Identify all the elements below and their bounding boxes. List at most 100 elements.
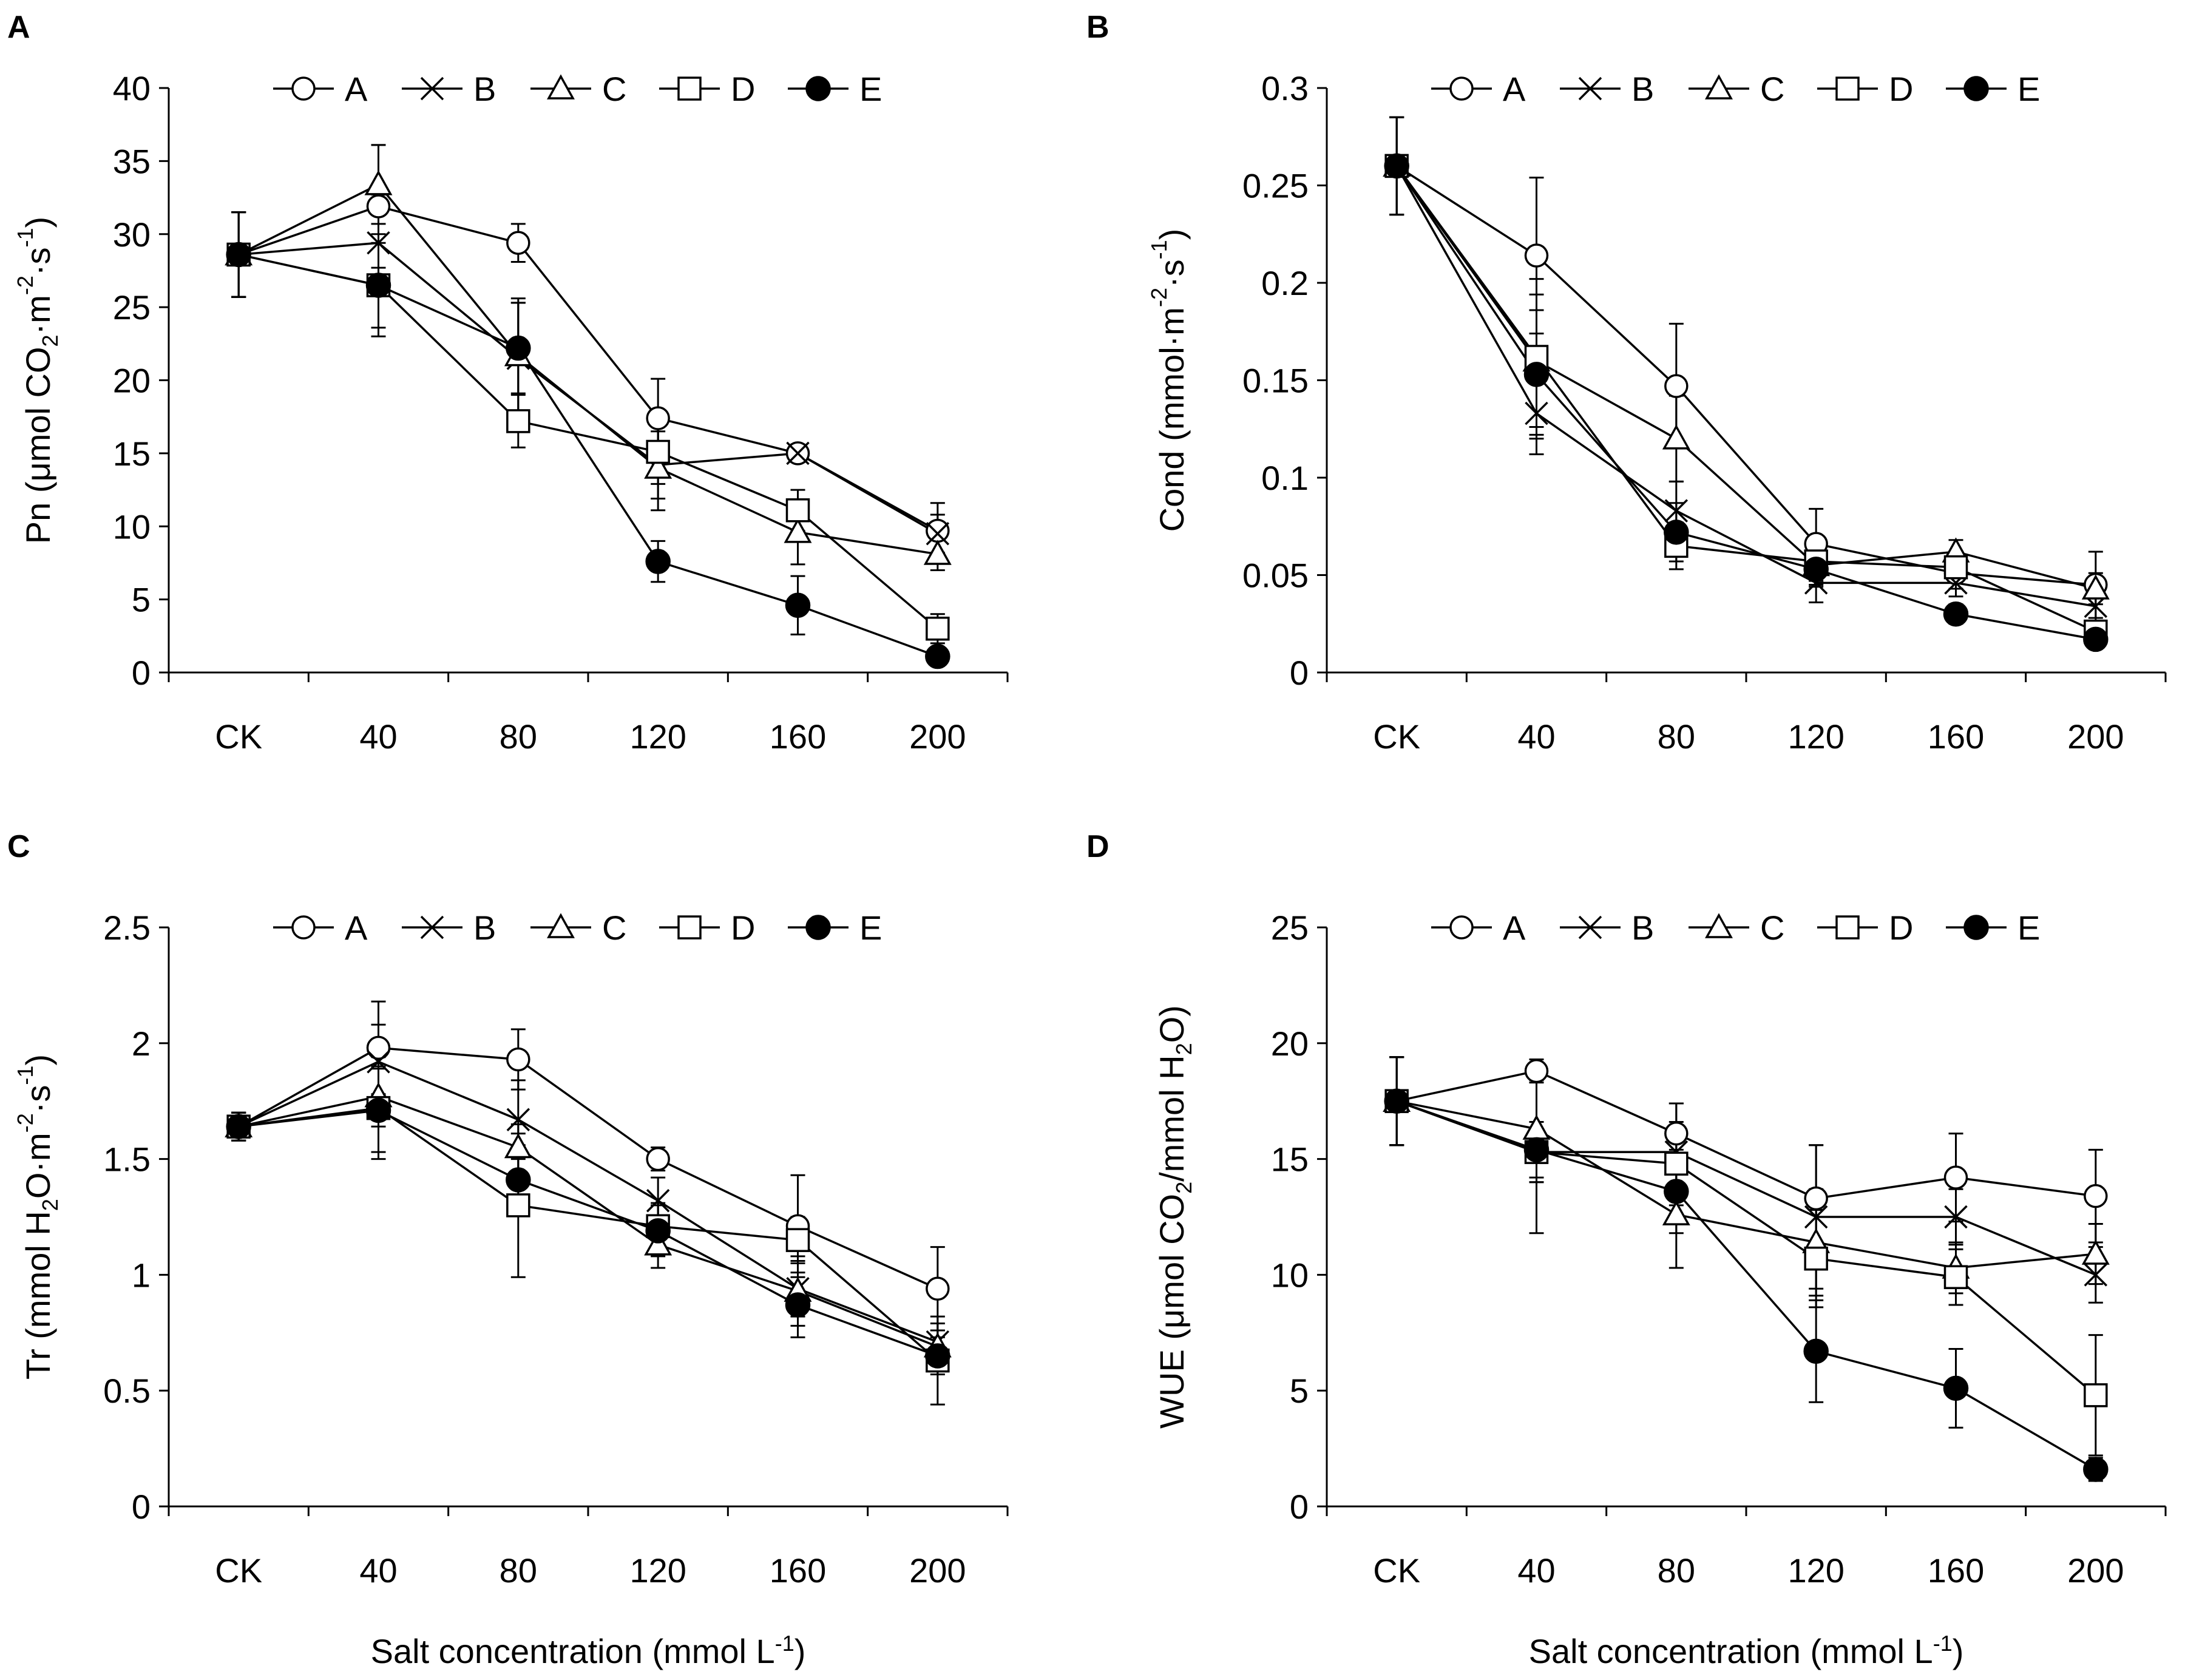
x-axis-label: Salt concentration (mmol L-1) <box>371 1631 806 1671</box>
data-point <box>366 194 391 218</box>
data-point <box>2084 1263 2108 1287</box>
data-point <box>1804 1205 1828 1229</box>
data-point <box>784 518 812 543</box>
legend-marker-a <box>291 76 316 101</box>
error-bars-c <box>231 144 945 571</box>
legend-label: A <box>1503 909 1526 947</box>
data-point <box>365 273 391 298</box>
data-point <box>1804 1246 1828 1271</box>
series-line-d <box>238 253 938 630</box>
data-point <box>366 1035 391 1060</box>
series-line-d <box>1395 165 2096 633</box>
panel-letter: A <box>7 10 30 45</box>
legend-marker-e <box>805 76 831 101</box>
y-tick-label: 5 <box>1290 1372 1309 1410</box>
y-tick-label: 0.2 <box>1261 264 1309 302</box>
x-tick-label: 200 <box>2067 1551 2124 1590</box>
legend-marker-d <box>677 76 702 101</box>
error-bars-e <box>1389 116 2103 648</box>
legend-label: D <box>1889 909 1913 947</box>
legend: A B C D E <box>1431 909 2040 947</box>
data-point <box>785 1292 811 1318</box>
error-bars-a <box>231 144 945 560</box>
x-tick-label: 40 <box>359 1551 397 1590</box>
data-point <box>926 518 950 543</box>
error-bars-a <box>1389 1056 2103 1253</box>
panel-d: D 0 5 10 15 20 25 CK 40 80 120 160 200 WUE (μmol CO2/… <box>1086 829 2167 1671</box>
legend-marker-e <box>1963 915 1989 940</box>
legend-marker-d <box>1835 915 1860 940</box>
data-point <box>1664 1121 1689 1146</box>
y-tick-label: 10 <box>113 507 151 546</box>
data-point <box>1943 1375 1969 1401</box>
y-tick-label: 0.1 <box>1261 459 1309 497</box>
data-point <box>926 522 950 546</box>
series-line-c <box>1396 1100 2096 1269</box>
series-line-c <box>238 1095 938 1348</box>
series-line-d <box>1396 1100 2096 1397</box>
legend-marker-b <box>1578 915 1602 940</box>
data-point <box>1384 153 1409 179</box>
legend-label: E <box>2017 70 2040 108</box>
y-tick-label: 20 <box>1271 1025 1309 1063</box>
data-point <box>1664 1151 1689 1176</box>
data-point <box>646 406 670 430</box>
data-point <box>2083 1457 2109 1482</box>
y-tick-label: 0 <box>132 654 151 692</box>
series-line-a <box>1396 1069 2096 1200</box>
series-points-e <box>226 242 950 669</box>
series-points-e <box>1384 1088 2109 1482</box>
data-point <box>506 1193 530 1218</box>
panel-letter: D <box>1086 829 1109 864</box>
legend-marker-d <box>677 915 702 940</box>
data-point <box>1525 401 1548 425</box>
data-point <box>226 1114 251 1139</box>
legend-label: C <box>1760 909 1784 947</box>
legend-marker-a <box>1449 76 1474 101</box>
legend-marker-b <box>420 76 444 101</box>
y-tick-label: 0 <box>132 1488 151 1526</box>
legend: A B C D E <box>273 909 882 947</box>
legend-marker-d <box>1835 76 1860 101</box>
legend-label: D <box>1889 70 1913 108</box>
x-axis-label: Salt concentration (mmol L-1) <box>1529 1631 1964 1671</box>
x-tick-label: CK <box>1373 1551 1420 1590</box>
series-line-a <box>1396 164 2096 586</box>
y-tick-label: 0.3 <box>1261 69 1309 107</box>
error-bars-c <box>1389 116 2103 606</box>
series-line-b <box>239 242 938 535</box>
error-bars-d <box>1389 1056 2103 1457</box>
data-point <box>1803 557 1829 582</box>
y-tick-label: 2.5 <box>103 909 151 947</box>
y-tick-label: 25 <box>113 288 151 327</box>
x-tick-label: 160 <box>1928 1551 1984 1590</box>
data-point <box>923 540 952 565</box>
data-point <box>645 1218 671 1244</box>
y-tick-label: 30 <box>113 215 151 254</box>
error-bars-c <box>231 1065 945 1364</box>
series-line-e <box>1395 165 2096 641</box>
data-point <box>1523 362 1550 387</box>
series-points-e <box>226 1097 950 1369</box>
y-axis-label: Pn (μmol CO2·m-2·s-1) <box>13 217 63 544</box>
data-point <box>925 643 950 669</box>
y-tick-label: 15 <box>113 435 151 473</box>
data-point <box>1664 499 1689 523</box>
x-tick-label: 40 <box>359 717 397 756</box>
y-tick-label: 1.5 <box>103 1140 151 1179</box>
data-point <box>504 1133 532 1159</box>
error-bars-c <box>1389 1056 2103 1297</box>
legend-label: A <box>1503 70 1526 108</box>
series-line-b <box>238 1060 938 1343</box>
data-point <box>1664 520 1689 545</box>
legend-label: C <box>602 909 626 947</box>
y-tick-label: 0 <box>1290 1488 1309 1526</box>
x-tick-label: 120 <box>1787 717 1844 756</box>
series-line-d <box>238 1106 938 1361</box>
series-line-c <box>1395 165 2096 590</box>
legend-label: C <box>602 70 626 108</box>
series-points-c <box>225 1082 952 1358</box>
legend-label: D <box>731 70 755 108</box>
x-tick-label: CK <box>1373 717 1420 756</box>
